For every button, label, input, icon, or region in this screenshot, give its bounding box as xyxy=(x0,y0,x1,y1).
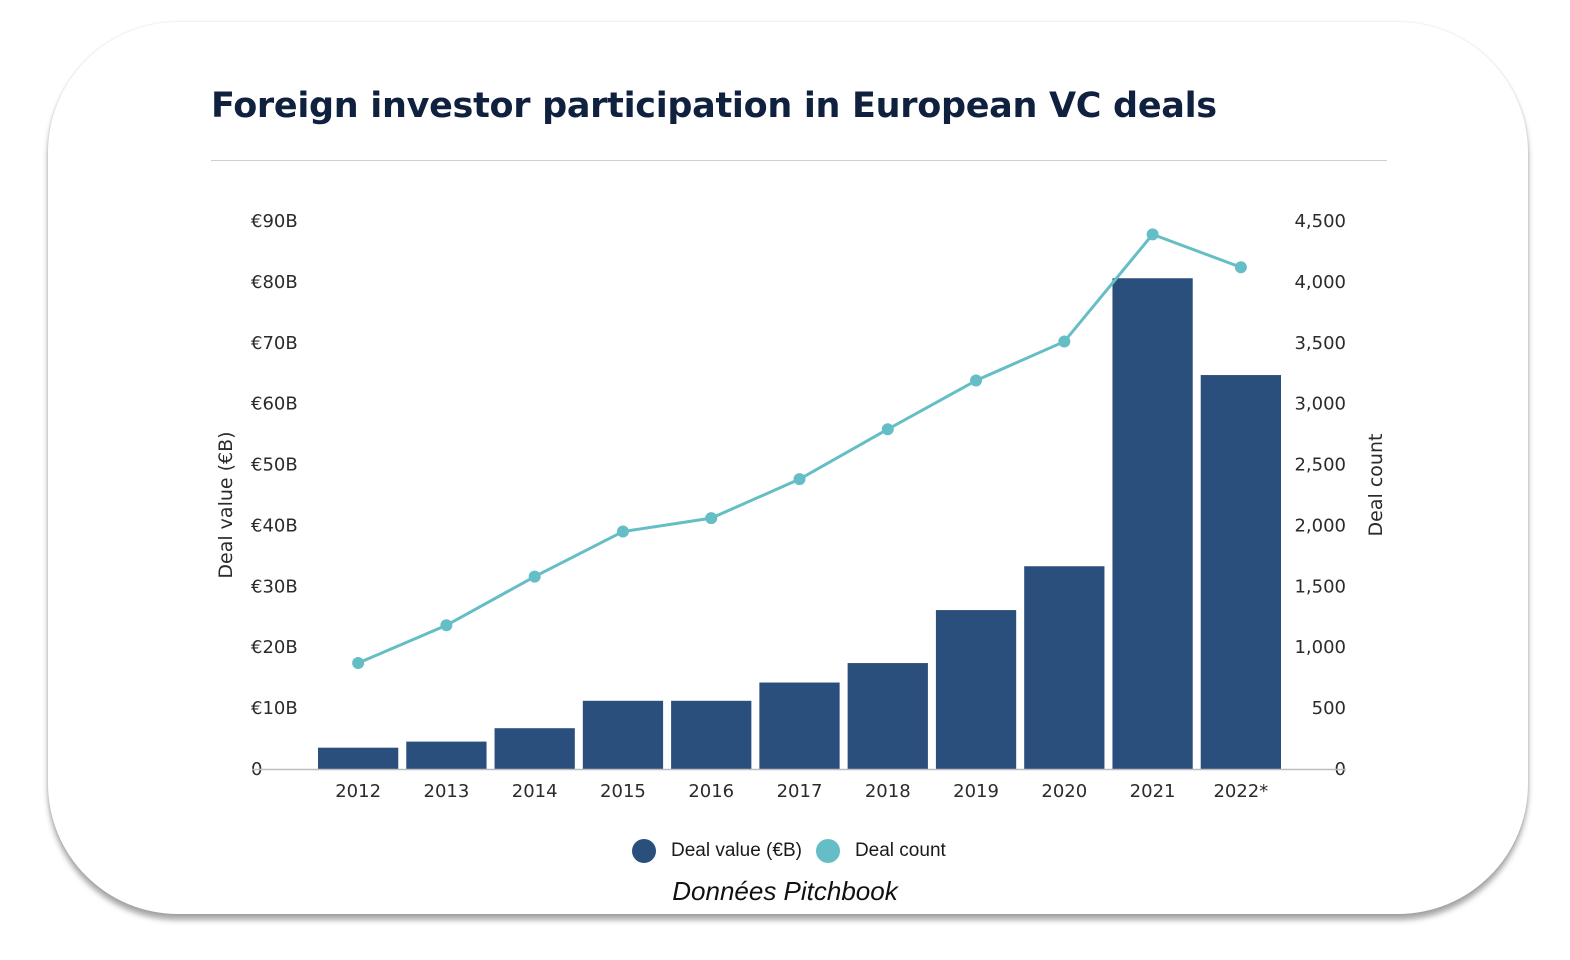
line-deal-count xyxy=(357,232,1242,665)
x-tick-label: 2020 xyxy=(1041,781,1087,802)
y-tick-label: €80B xyxy=(251,272,298,293)
bar-deal-value xyxy=(1112,278,1193,769)
bar-deal-value xyxy=(318,747,399,769)
y2-tick-label: 2,500 xyxy=(1294,455,1346,476)
y2-tick-label: 1,000 xyxy=(1294,637,1346,658)
x-tick-label: 2014 xyxy=(512,781,558,802)
point-deal-count xyxy=(1146,228,1159,241)
legend-label-deal-value: Deal value (€B) xyxy=(671,840,802,861)
bar-deal-value xyxy=(671,700,752,769)
y-tick-label: €30B xyxy=(251,576,298,597)
point-deal-count xyxy=(970,374,983,387)
legend-swatch-deal-count xyxy=(815,839,840,863)
bar-deal-value xyxy=(494,728,575,769)
bar-deal-value xyxy=(582,700,664,769)
y-tick-label: €90B xyxy=(251,211,298,232)
title-divider xyxy=(211,160,1387,161)
y-tick-label: €10B xyxy=(251,698,298,719)
y2-axis-title: Deal count xyxy=(1365,434,1387,537)
y-tick-label: €70B xyxy=(251,333,298,354)
legend-swatch-deal-value xyxy=(632,839,656,863)
x-tick-label: 2018 xyxy=(865,781,911,802)
point-deal-count xyxy=(881,423,894,436)
x-tick-label: 2022* xyxy=(1213,781,1268,802)
bar-deal-value xyxy=(406,741,487,769)
bar-deal-value xyxy=(847,663,928,769)
legend-item-deal-value: Deal value (€B) xyxy=(632,839,802,863)
y2-tick-label: 3,500 xyxy=(1294,333,1346,354)
x-tick-label: 2015 xyxy=(600,781,646,802)
legend-item-deal-count: Deal count xyxy=(815,839,946,863)
y2-tick-label: 500 xyxy=(1312,698,1346,719)
point-deal-count xyxy=(1058,335,1071,348)
bar-deal-value xyxy=(935,610,1017,769)
y-tick-label: €20B xyxy=(251,637,298,658)
y-axis-title: Deal value (€B) xyxy=(215,431,237,578)
legend-label-deal-count: Deal count xyxy=(854,840,946,861)
point-deal-count xyxy=(705,512,718,525)
bar-deal-value xyxy=(1024,566,1105,769)
x-tick-label: 2019 xyxy=(953,781,999,802)
y-tick-label: €40B xyxy=(251,515,298,536)
x-tick-label: 2012 xyxy=(335,781,381,802)
x-tick-label: 2016 xyxy=(688,781,734,802)
y2-tick-label: 2,000 xyxy=(1294,515,1346,536)
point-deal-count xyxy=(440,619,453,632)
y2-tick-label: 4,500 xyxy=(1294,211,1346,232)
bar-deal-value xyxy=(1200,375,1281,769)
bar-deal-value xyxy=(759,682,840,769)
point-deal-count xyxy=(793,473,806,486)
y-tick-label: €50B xyxy=(251,455,298,476)
point-deal-count xyxy=(528,570,541,583)
point-deal-count xyxy=(616,525,629,538)
x-tick-label: 2021 xyxy=(1130,781,1176,802)
point-deal-count xyxy=(1234,261,1247,274)
y2-tick-label: 1,500 xyxy=(1294,576,1346,597)
chart-title: Foreign investor participation in Europe… xyxy=(211,86,1217,126)
source-note: Données Pitchbook xyxy=(672,876,898,906)
chart-legend: Deal value (€B) Deal count xyxy=(632,839,960,863)
x-tick-label: 2013 xyxy=(424,781,470,802)
y2-tick-label: 3,000 xyxy=(1294,394,1346,415)
y-tick-label: €60B xyxy=(251,394,298,415)
x-tick-label: 2017 xyxy=(777,781,823,802)
point-deal-count xyxy=(352,657,365,670)
y2-tick-label: 4,000 xyxy=(1294,272,1346,293)
